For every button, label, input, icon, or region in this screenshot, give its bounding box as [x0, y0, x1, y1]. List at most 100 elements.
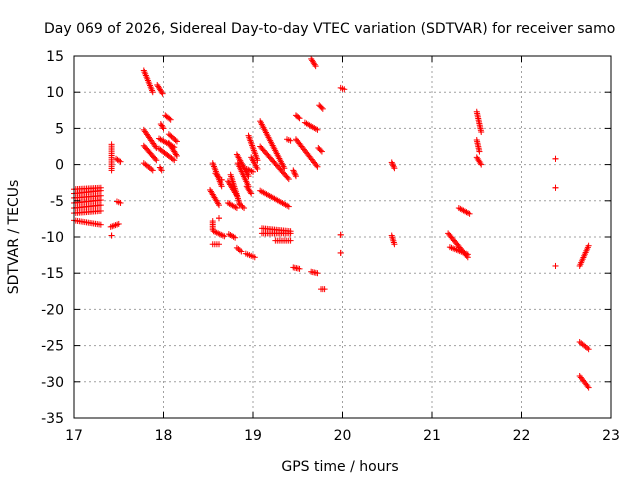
- x-tick-label: 21: [423, 428, 441, 444]
- data-point: [290, 167, 297, 174]
- y-tick-label: 5: [55, 121, 64, 137]
- data-point: [391, 165, 398, 172]
- data-point: [552, 262, 559, 269]
- data-point: [152, 155, 159, 162]
- data-point: [239, 203, 246, 210]
- data-point: [281, 165, 288, 172]
- x-tick-label: 23: [602, 428, 620, 444]
- data-point: [552, 155, 559, 162]
- data-point: [341, 86, 348, 93]
- data-point: [585, 384, 592, 391]
- x-tick-label: 18: [155, 428, 173, 444]
- data-point: [584, 383, 591, 390]
- data-point: [149, 89, 156, 96]
- data-point: [390, 163, 397, 170]
- data-point: [287, 137, 294, 144]
- x-tick-label: 20: [334, 428, 352, 444]
- data-point: [97, 221, 104, 228]
- data-point: [238, 248, 245, 255]
- data-point: [117, 158, 124, 165]
- y-tick-label: 15: [46, 49, 64, 65]
- y-tick-label: -5: [50, 194, 64, 210]
- data-point: [250, 168, 256, 175]
- data-point: [312, 63, 319, 70]
- data-point: [153, 144, 160, 151]
- data-point: [314, 126, 321, 133]
- x-axis-ticks: 17 18 19 20 21 22 23: [65, 56, 620, 444]
- data-point: [116, 157, 123, 164]
- data-point: [218, 176, 225, 183]
- data-point: [296, 115, 303, 122]
- data-point: [390, 162, 397, 169]
- data-point: [388, 159, 395, 166]
- data-point: [466, 210, 473, 217]
- data-point: [251, 254, 258, 261]
- data-point: [291, 170, 298, 177]
- data-point: [318, 104, 325, 111]
- data-point: [97, 207, 104, 214]
- data-point: [285, 203, 292, 210]
- data-point: [97, 197, 104, 204]
- data-point: [317, 147, 324, 154]
- data-point: [248, 190, 255, 197]
- data-point: [108, 232, 115, 239]
- y-axis-ticks: -35 -30 -25 -20 -15 -10 -5 0 5 10 15: [41, 49, 611, 427]
- y-tick-label: -20: [41, 302, 64, 318]
- data-point: [157, 165, 164, 172]
- data-point: [232, 234, 239, 241]
- data-point: [254, 165, 261, 172]
- y-tick-label: -10: [41, 230, 64, 246]
- data-point: [169, 156, 176, 163]
- data-point: [167, 116, 174, 123]
- data-point: [215, 202, 222, 209]
- data-point: [236, 247, 243, 254]
- data-point: [585, 242, 592, 249]
- data-point: [173, 138, 180, 145]
- data-point: [218, 183, 225, 190]
- data-point: [584, 345, 591, 352]
- data-point: [159, 123, 166, 130]
- data-point: [149, 167, 156, 174]
- data-point: [158, 167, 165, 174]
- data-point: [221, 233, 228, 240]
- data-point: [292, 173, 299, 180]
- data-point: [166, 115, 173, 122]
- data-points: [71, 55, 592, 391]
- data-point: [478, 129, 485, 136]
- data-point: [314, 163, 321, 170]
- data-point: [241, 205, 248, 212]
- data-point: [337, 231, 344, 238]
- data-point: [296, 265, 303, 272]
- data-point: [233, 192, 240, 199]
- data-point: [108, 167, 115, 174]
- y-tick-label: -25: [41, 339, 64, 355]
- data-point: [314, 270, 321, 277]
- data-point: [464, 251, 471, 258]
- data-point: [160, 125, 167, 132]
- data-point: [311, 61, 318, 68]
- data-point: [215, 215, 222, 222]
- data-point: [476, 148, 483, 155]
- data-point: [295, 114, 302, 121]
- data-point: [117, 199, 124, 206]
- data-point: [97, 187, 104, 194]
- data-point: [319, 105, 326, 112]
- x-tick-label: 22: [513, 428, 531, 444]
- y-tick-label: 10: [46, 85, 64, 101]
- data-point: [337, 249, 344, 256]
- x-tick-label: 19: [244, 428, 262, 444]
- data-point: [148, 166, 155, 173]
- data-point: [214, 173, 221, 180]
- data-point: [285, 176, 292, 183]
- data-point: [215, 241, 222, 248]
- data-point: [233, 205, 240, 212]
- data-point: [313, 162, 320, 169]
- data-point: [585, 346, 592, 353]
- x-axis-label: GPS time / hours: [281, 459, 398, 475]
- data-point: [287, 237, 294, 244]
- grid-lines: [74, 56, 611, 418]
- data-point: [321, 286, 328, 293]
- data-point: [318, 148, 325, 155]
- data-point: [173, 152, 180, 159]
